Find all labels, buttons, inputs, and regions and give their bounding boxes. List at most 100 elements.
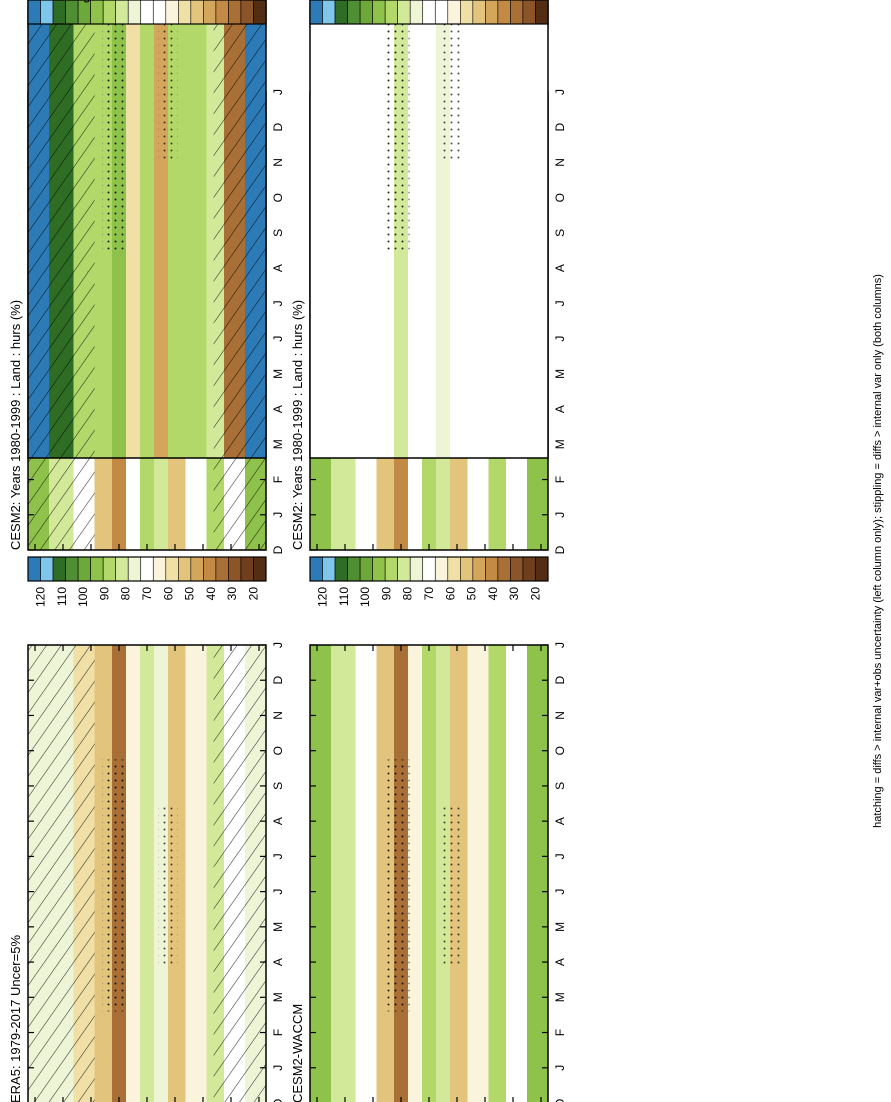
footer-note: hatching = diffs > internal var+obs unce… bbox=[872, 274, 884, 828]
colorbar-swatch bbox=[347, 556, 361, 582]
colorbar-swatch bbox=[253, 556, 267, 582]
colorbar-swatch bbox=[127, 556, 142, 582]
lat-band bbox=[185, 645, 207, 1102]
month-tick-label: J bbox=[0, 0, 3, 3]
colorbar-swatch bbox=[422, 556, 436, 582]
colorbar-swatch bbox=[77, 0, 91, 25]
colorbar-swatch bbox=[309, 556, 323, 582]
colorbar-label: 50 bbox=[465, 587, 479, 601]
colorbar-swatch bbox=[397, 556, 411, 582]
colorbar-swatch bbox=[90, 556, 104, 582]
lat-tick-label: 20 bbox=[0, 0, 7, 3]
month-tick-label: S bbox=[271, 782, 285, 790]
lat-band bbox=[126, 645, 140, 1102]
month-tick-label: J bbox=[0, 0, 3, 3]
month-tick-label: J bbox=[553, 853, 567, 859]
month-tick-label: D bbox=[0, 0, 5, 3]
month-tick-label: S bbox=[271, 229, 285, 237]
month-tick-label: F bbox=[271, 1029, 285, 1036]
colorbar-swatch bbox=[228, 556, 242, 582]
panels-container: DJFMAMJJASONDJ8060°N20020°S6080CESM2: Ye… bbox=[0, 0, 567, 1102]
month-tick-label: M bbox=[0, 0, 5, 3]
colorbar-frame bbox=[27, 556, 267, 582]
colorbar-swatch bbox=[434, 556, 449, 582]
plot-frame bbox=[309, 0, 549, 459]
colorbar: 120 110 100 90 80 70 60 50 40 30 20 bbox=[27, 556, 267, 607]
month-tick-label: D bbox=[553, 1098, 567, 1102]
colorbar-swatch bbox=[460, 0, 474, 25]
month-tick-label: M bbox=[271, 439, 285, 449]
month-tick-label: J bbox=[0, 0, 3, 3]
colorbar-swatch bbox=[52, 556, 66, 582]
colorbar-swatch bbox=[215, 556, 229, 582]
colorbar-swatch bbox=[178, 556, 192, 582]
month-tick-label: D bbox=[0, 0, 5, 3]
colorbar-swatch bbox=[497, 556, 511, 582]
colorbar-swatch bbox=[27, 0, 41, 25]
hatching-south bbox=[213, 0, 266, 458]
colorbar-swatch bbox=[152, 0, 167, 25]
month-tick-label: J bbox=[0, 0, 3, 3]
colorbar-swatch bbox=[65, 0, 79, 25]
stippling-nh bbox=[102, 759, 128, 1012]
colorbar-swatch bbox=[347, 0, 361, 25]
colorbar: 1086420-2-4-6-8-10 bbox=[0, 0, 549, 25]
lat-tick-label: 60 bbox=[0, 0, 7, 3]
month-tick-label: M bbox=[553, 992, 567, 1002]
stippling-sh bbox=[440, 0, 460, 161]
month-tick-label: O bbox=[553, 746, 567, 755]
colorbar-frame bbox=[309, 556, 549, 582]
lat-tick-label: 0 bbox=[0, 0, 4, 3]
month-tick-label: F bbox=[0, 0, 4, 3]
month-tick-label: M bbox=[553, 369, 567, 379]
lat-tick-label: 0 bbox=[0, 0, 4, 3]
month-tick-label: F bbox=[0, 0, 4, 3]
month-tick-label: O bbox=[0, 0, 5, 3]
month-tick-label: J bbox=[553, 89, 567, 95]
colorbar-swatch bbox=[434, 0, 449, 25]
colorbar-swatch bbox=[115, 556, 129, 582]
month-tick-label: J bbox=[271, 89, 285, 95]
month-tick-label: J bbox=[271, 300, 285, 306]
month-tick-label: N bbox=[0, 0, 4, 3]
lat-band bbox=[310, 0, 331, 458]
month-tick-label: N bbox=[553, 711, 567, 720]
panel-5: DJFMAMJJASONDJ8060°N20020°S6080CESM2-WAC… bbox=[290, 556, 567, 1102]
month-tick-label: M bbox=[0, 0, 5, 3]
lat-band bbox=[331, 0, 356, 458]
lat-tick-label: 80 bbox=[0, 0, 7, 3]
colorbar-swatch bbox=[240, 556, 254, 582]
panel-6: DJFMAMJJASONDJ8060°N20020°S6080CESM2: Ch… bbox=[0, 0, 549, 459]
colorbar-label: 30 bbox=[225, 587, 239, 601]
month-tick-label: A bbox=[0, 0, 4, 3]
colorbar-swatch bbox=[165, 0, 179, 25]
lat-band bbox=[310, 645, 331, 1102]
colorbar-swatch bbox=[409, 556, 424, 582]
panel-title: CESM2: Years 1980-1999 : Land : hurs (%) bbox=[290, 300, 305, 550]
colorbar-label: 40 bbox=[486, 587, 500, 601]
colorbar-swatch bbox=[253, 0, 267, 25]
lat-band bbox=[408, 645, 422, 1102]
month-tick-label: A bbox=[553, 264, 567, 272]
colorbar-swatch bbox=[203, 0, 217, 25]
colorbar-swatch bbox=[65, 556, 79, 582]
month-tick-label: M bbox=[271, 992, 285, 1002]
colorbar-swatch bbox=[397, 0, 411, 25]
month-tick-label: M bbox=[553, 439, 567, 449]
month-tick-label: F bbox=[553, 1029, 567, 1036]
panel-title: CESM2: Years 1980-1999 : Land : hurs (%) bbox=[8, 300, 23, 550]
colorbar-swatch bbox=[140, 0, 154, 25]
month-tick-label: D bbox=[0, 0, 5, 3]
lat-tick-label: 60 bbox=[0, 0, 7, 3]
lat-band bbox=[126, 0, 140, 458]
month-tick-label: A bbox=[553, 817, 567, 825]
colorbar-swatch bbox=[535, 0, 549, 25]
lat-band bbox=[467, 645, 489, 1102]
colorbar-label: 90 bbox=[379, 587, 393, 601]
panel-title: CESM2-WACCM bbox=[290, 1004, 305, 1102]
month-tick-label: A bbox=[271, 958, 285, 966]
colorbar-swatch bbox=[497, 0, 511, 25]
colorbar-swatch bbox=[322, 556, 336, 582]
month-tick-label: J bbox=[271, 336, 285, 342]
panel-2: DJFMAMJJASONDJ8060°N20020°S6080ERA5: 197… bbox=[8, 556, 285, 1102]
